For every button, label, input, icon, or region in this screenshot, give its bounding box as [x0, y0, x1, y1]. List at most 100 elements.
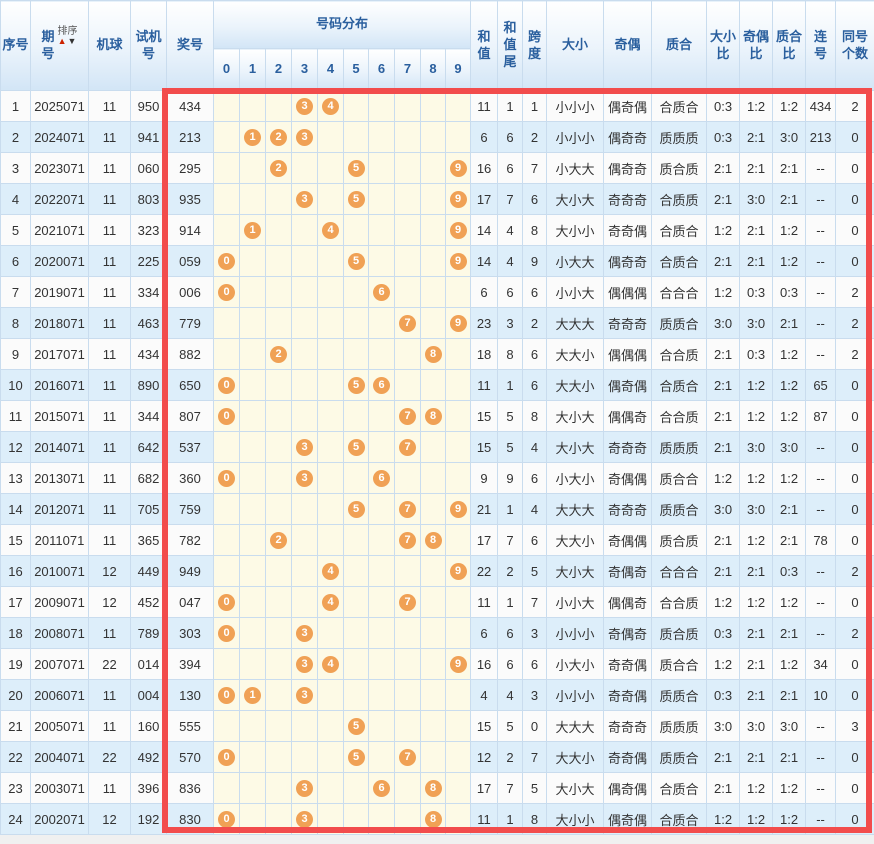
prime-composite-ratio-cell: 1:2 — [772, 586, 807, 618]
machine-ball-cell: 11 — [88, 121, 131, 153]
digit-cell-7 — [394, 462, 421, 494]
digit-cell-2 — [265, 462, 292, 494]
odd-even-ratio-cell: 1:2 — [739, 400, 774, 432]
same-count-cell: 0 — [835, 121, 874, 153]
size-ratio-cell: 2:1 — [706, 524, 741, 556]
sum-cell: 18 — [470, 338, 499, 370]
digit-cell-9: 9 — [444, 555, 472, 587]
prime-composite-ratio-cell: 1:2 — [772, 648, 807, 680]
number-ball: 3 — [296, 686, 313, 704]
column-header-period[interactable]: 期 号 排序 ▲▼ — [30, 0, 89, 91]
size-pattern-cell: 大大小 — [546, 369, 605, 401]
column-header-size-ratio: 大小 比 — [706, 0, 741, 91]
number-ball: 5 — [347, 190, 365, 208]
table-row: 17 2009071 12 452 047 0 4 7 11 1 7 小小大 偶偶奇 合合质 1:2 1:2 1… — [0, 586, 874, 618]
digit-cell-2 — [265, 369, 292, 401]
prime-composite-pattern-cell: 合合合 — [651, 276, 708, 308]
prize-number-cell: 555 — [166, 710, 214, 742]
digit-cell-0 — [213, 555, 240, 587]
number-ball: 1 — [244, 686, 261, 704]
number-ball: 5 — [347, 717, 365, 735]
digit-cell-8 — [420, 214, 446, 246]
digit-cell-7 — [394, 121, 421, 153]
prime-composite-ratio-cell: 1:2 — [772, 369, 807, 401]
digit-cell-8 — [420, 307, 446, 339]
span-cell: 6 — [522, 183, 548, 215]
digit-cell-4 — [317, 772, 344, 804]
digit-cell-2: 2 — [265, 524, 292, 556]
digit-cell-9 — [444, 431, 472, 463]
sum-tail-cell: 8 — [497, 338, 524, 370]
number-ball: 8 — [424, 779, 442, 797]
test-number-cell: 452 — [130, 586, 167, 618]
number-ball: 0 — [218, 407, 235, 425]
digit-cell-7: 7 — [394, 493, 421, 525]
prime-composite-pattern-cell: 质质合 — [651, 307, 708, 339]
machine-ball-cell: 11 — [88, 369, 131, 401]
prize-number-cell: 360 — [166, 462, 214, 494]
digit-header-9: 9 — [444, 48, 472, 91]
span-cell: 2 — [522, 121, 548, 153]
digit-cell-4 — [317, 710, 344, 742]
number-ball: 7 — [399, 593, 416, 611]
odd-even-ratio-cell: 2:1 — [739, 648, 774, 680]
odd-even-ratio-cell: 1:2 — [739, 803, 774, 835]
sort-descending-icon[interactable]: ▼ — [67, 35, 78, 46]
sort-widget[interactable]: 排序 ▲▼ — [58, 26, 78, 46]
column-header-prime-composite: 质合 — [651, 0, 708, 91]
digit-cell-2: 2 — [265, 152, 292, 184]
prime-composite-pattern-cell: 质合合 — [651, 648, 708, 680]
period-cell: 2011071 — [30, 524, 89, 556]
prime-composite-ratio-cell: 1:2 — [772, 772, 807, 804]
digit-cell-5 — [343, 338, 369, 370]
prime-composite-ratio-cell: 1:2 — [772, 803, 807, 835]
number-ball: 6 — [373, 469, 390, 487]
digit-cell-8 — [420, 710, 446, 742]
size-pattern-cell: 大小大 — [546, 183, 605, 215]
machine-ball-cell: 11 — [88, 524, 131, 556]
digit-cell-1 — [239, 555, 266, 587]
size-pattern-cell: 大小小 — [546, 803, 605, 835]
odd-even-pattern-cell: 奇奇奇 — [603, 493, 653, 525]
digit-cell-5 — [343, 90, 369, 122]
machine-ball-cell: 11 — [88, 214, 131, 246]
size-ratio-cell: 0:3 — [706, 121, 741, 153]
number-ball: 4 — [322, 221, 339, 239]
seq-cell: 2 — [0, 121, 31, 153]
digit-cell-3 — [291, 710, 318, 742]
sum-cell: 6 — [470, 617, 499, 649]
prime-composite-pattern-cell: 合质合 — [651, 214, 708, 246]
digit-cell-3 — [291, 741, 318, 773]
sort-ascending-icon[interactable]: ▲ — [57, 35, 68, 46]
consecutive-cell: -- — [805, 276, 837, 308]
number-ball: 9 — [449, 655, 467, 673]
size-ratio-cell: 3:0 — [706, 493, 741, 525]
span-cell: 8 — [522, 400, 548, 432]
span-cell: 8 — [522, 214, 548, 246]
sum-cell: 23 — [470, 307, 499, 339]
size-ratio-cell: 2:1 — [706, 183, 741, 215]
digit-cell-9 — [444, 462, 472, 494]
sum-tail-cell: 5 — [497, 400, 524, 432]
number-ball: 7 — [399, 407, 416, 425]
table-row: 5 2021071 11 323 914 1 4 9 14 4 8 大小小 奇奇偶 合质合 1:2 2:1 1:… — [0, 214, 874, 246]
number-ball: 9 — [449, 159, 467, 177]
test-number-cell: 941 — [130, 121, 167, 153]
digit-cell-6 — [368, 183, 395, 215]
number-ball: 3 — [296, 624, 313, 642]
digit-cell-8: 8 — [420, 524, 446, 556]
digit-cell-4: 4 — [317, 586, 344, 618]
odd-even-ratio-cell: 3:0 — [739, 431, 774, 463]
sum-tail-cell: 3 — [497, 307, 524, 339]
test-number-cell: 192 — [130, 803, 167, 835]
size-ratio-cell: 1:2 — [706, 803, 741, 835]
digit-cell-3 — [291, 586, 318, 618]
digit-cell-6 — [368, 90, 395, 122]
period-cell: 2019071 — [30, 276, 89, 308]
table-row: 9 2017071 11 434 882 2 8 18 8 6 大大小 偶偶偶 合合质 2:1 0:3 1:2… — [0, 338, 874, 370]
seq-cell: 14 — [0, 493, 31, 525]
digit-cell-2 — [265, 617, 292, 649]
test-number-cell: 705 — [130, 493, 167, 525]
digit-cell-8 — [420, 617, 446, 649]
